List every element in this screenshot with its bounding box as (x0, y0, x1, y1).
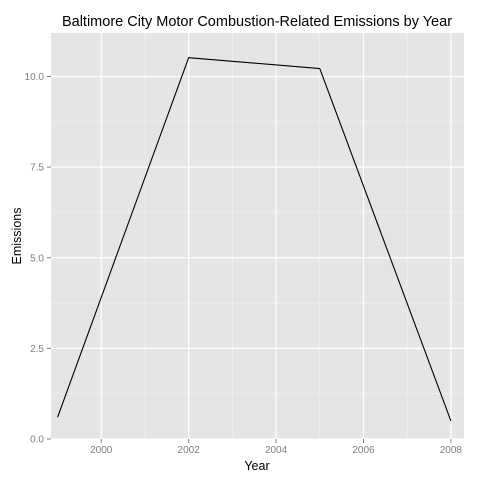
y-tick-label: 7.5 (30, 163, 44, 174)
y-tick-label: 10.0 (25, 72, 45, 83)
x-tick-label: 2002 (178, 445, 201, 456)
y-tick-label: 2.5 (30, 344, 44, 355)
x-tick-label: 2008 (440, 445, 463, 456)
x-axis: 2000 2002 2004 2006 2008 (90, 439, 462, 456)
series-layer (57, 57, 452, 422)
y-tick-label: 5.0 (30, 253, 44, 264)
x-axis-title: Year (244, 459, 269, 473)
x-tick-label: 2000 (90, 445, 113, 456)
minor-gridlines (51, 33, 464, 439)
plot-panel (51, 33, 464, 439)
y-axis-title: Emissions (10, 208, 24, 265)
series-line (57, 57, 452, 422)
x-tick-label: 2004 (265, 445, 288, 456)
x-tick-label: 2006 (352, 445, 375, 456)
y-axis: 0.0 2.5 5.0 7.5 10.0 (25, 72, 51, 446)
y-tick-label: 0.0 (30, 435, 44, 446)
major-gridlines (51, 33, 464, 440)
chart-title: Baltimore City Motor Combustion-Related … (62, 14, 452, 30)
